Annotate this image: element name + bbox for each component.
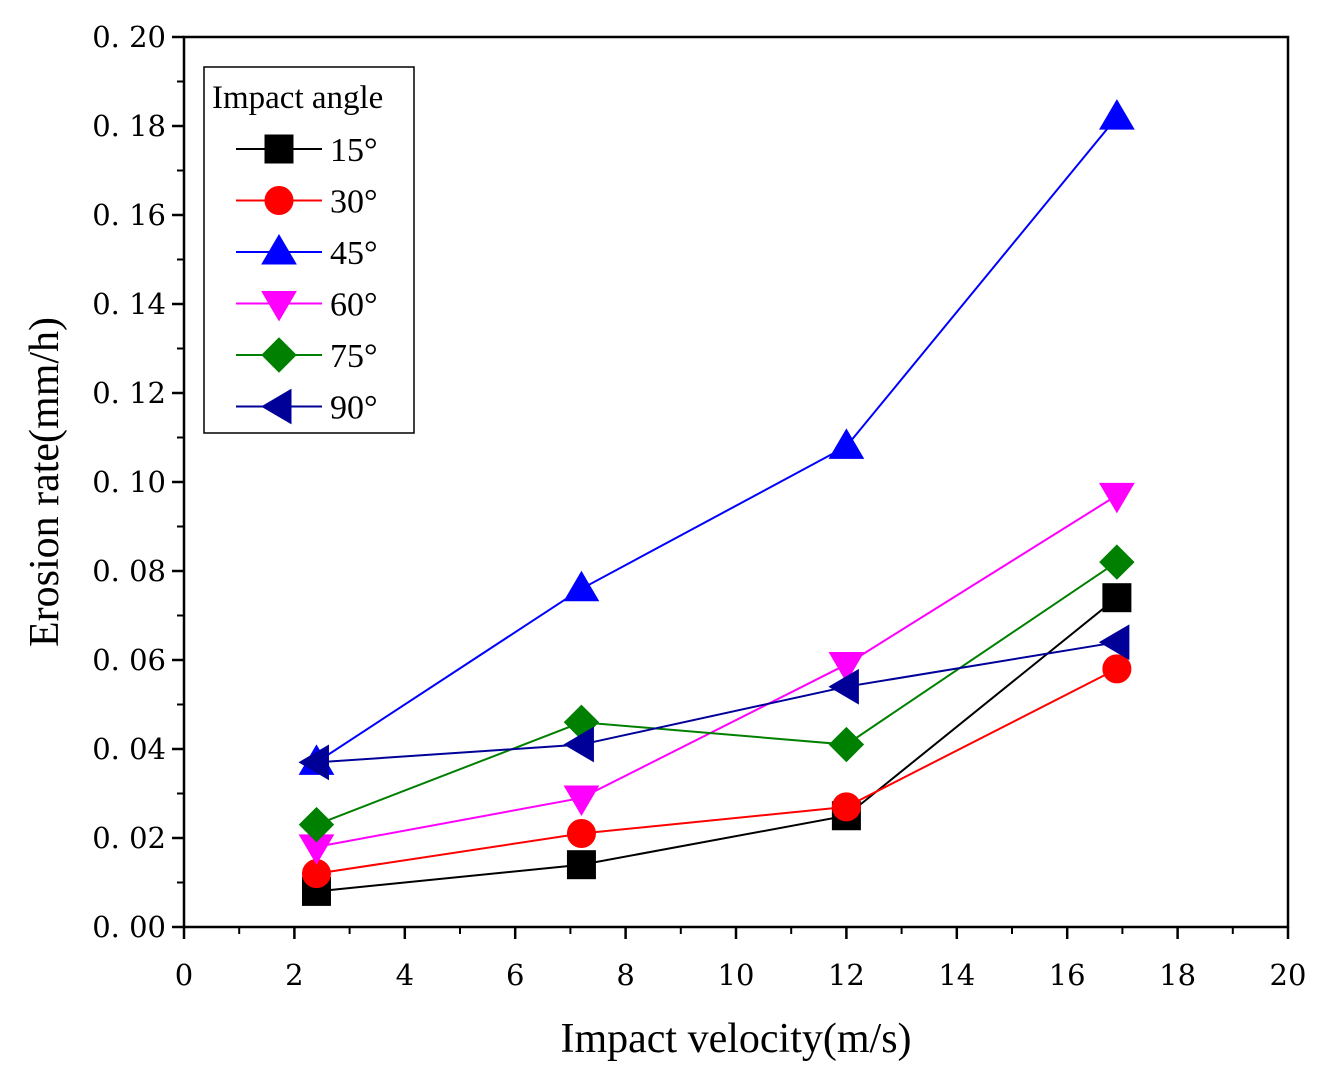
x-tick-label: 2 [285,958,303,992]
y-tick-labels: 0. 00 0. 02 0. 04 0. 06 0. 08 0. 10 0. 12 0. 14… [92,20,166,944]
data-point-45 [828,428,865,459]
series-line-15 [316,596,1118,893]
legend-marker-75 [261,337,297,373]
x-tick-label: 0 [175,958,193,992]
legend-label-15: 15° [330,132,378,169]
plot-frame [182,35,1290,929]
series-line-90 [316,641,1118,764]
x-tick-label: 16 [1049,958,1086,992]
series-line-75 [316,561,1118,826]
data-point-75 [1099,544,1135,580]
x-tick-label: 20 [1270,958,1307,992]
y-tick-label: 0. 14 [92,287,166,321]
y-tick-label: 0. 00 [92,910,166,944]
data-point-90 [298,744,329,781]
legend-marker-60 [261,291,297,322]
data-point-75 [298,806,335,843]
legend-title: Impact angle [212,80,383,116]
x-tick-label: 6 [506,958,524,992]
series-line-60 [316,494,1118,848]
data-point-15 [566,850,596,880]
data-point-60 [1099,482,1135,514]
data-point-30 [566,819,596,849]
legend-label-45: 45° [330,235,378,272]
legend: Impact angle 15° 30° 45° 60° 75° 90° [203,66,415,434]
x-tick-label: 14 [938,958,975,992]
data-point-75 [828,726,865,763]
data-point-45 [563,570,600,602]
x-tick-label: 10 [718,958,755,992]
y-tick-label: 0. 18 [92,109,166,143]
y-tick-label: 0. 04 [92,732,166,766]
x-tick-label: 18 [1159,958,1196,992]
legend-items: 15° 30° 45° 60° 75° 90° [236,132,378,427]
data-point-60 [563,785,600,816]
y-tick-label: 0. 12 [92,376,166,410]
data-point-45 [1099,99,1135,130]
y-tick-label: 0. 06 [92,643,166,677]
legend-marker-30 [264,186,294,215]
y-tick-label: 0. 02 [92,821,166,855]
data-point-60 [828,651,865,683]
legend-marker-15 [264,134,294,164]
y-axis-title: Erosion rate(mm/h) [22,317,68,647]
x-tick-labels: 0 2 4 6 8 10 12 14 16 18 20 [175,958,1307,992]
data-point-15 [1102,583,1132,613]
data-point-30 [831,792,861,822]
data-point-30 [1102,654,1132,684]
series-line-30 [316,668,1118,875]
y-tick-label: 0. 08 [92,554,166,588]
data-point-90 [563,726,594,763]
y-tick-label: 0. 10 [92,465,166,499]
legend-label-75: 75° [330,338,378,375]
legend-label-90: 90° [330,390,378,427]
y-tick-label: 0. 20 [92,20,166,54]
x-tick-label: 12 [828,958,865,992]
legend-box [203,66,415,434]
data-point-90 [828,668,859,705]
legend-marker-90 [261,388,292,425]
series-layer [298,99,1135,906]
legend-marker-45 [261,234,297,265]
x-tick-label: 8 [616,958,634,992]
data-point-90 [1098,624,1130,661]
legend-label-30: 30° [330,184,378,221]
x-axis-title: Impact velocity(m/s) [560,1016,911,1062]
series-line-45 [315,116,1118,764]
x-tick-label: 4 [396,958,414,992]
legend-label-60: 60° [330,287,378,324]
y-tick-label: 0. 16 [92,198,166,232]
